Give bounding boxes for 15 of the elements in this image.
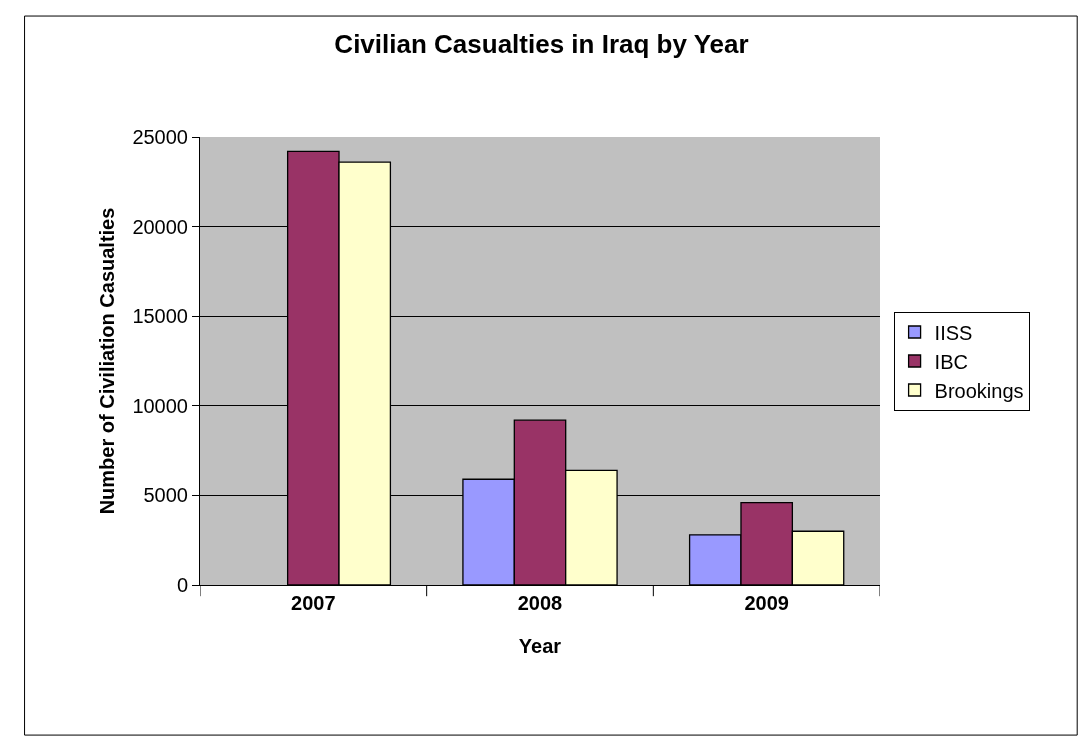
y-tick-label: 15000: [132, 305, 188, 328]
legend-label: IBC: [934, 350, 968, 373]
legend-label: IISS: [934, 321, 973, 344]
legend-label: Brookings: [934, 379, 1024, 402]
x-axis-title: Year: [518, 634, 562, 657]
y-tick-label: 5000: [143, 484, 188, 507]
x-tick-label: 2008: [517, 592, 563, 614]
x-tick-label: 2009: [744, 592, 789, 614]
x-tick-label: 2007: [291, 592, 336, 614]
y-axis-title: Number of Civiliation Casualties: [95, 207, 118, 515]
y-tick-label: 20000: [132, 215, 188, 238]
y-tick-label: 0: [176, 574, 188, 596]
y-tick-label: 25000: [132, 126, 188, 148]
y-tick-label: 10000: [132, 394, 188, 417]
chart-title: Civilian Casualties in Iraq by Year: [334, 29, 749, 60]
